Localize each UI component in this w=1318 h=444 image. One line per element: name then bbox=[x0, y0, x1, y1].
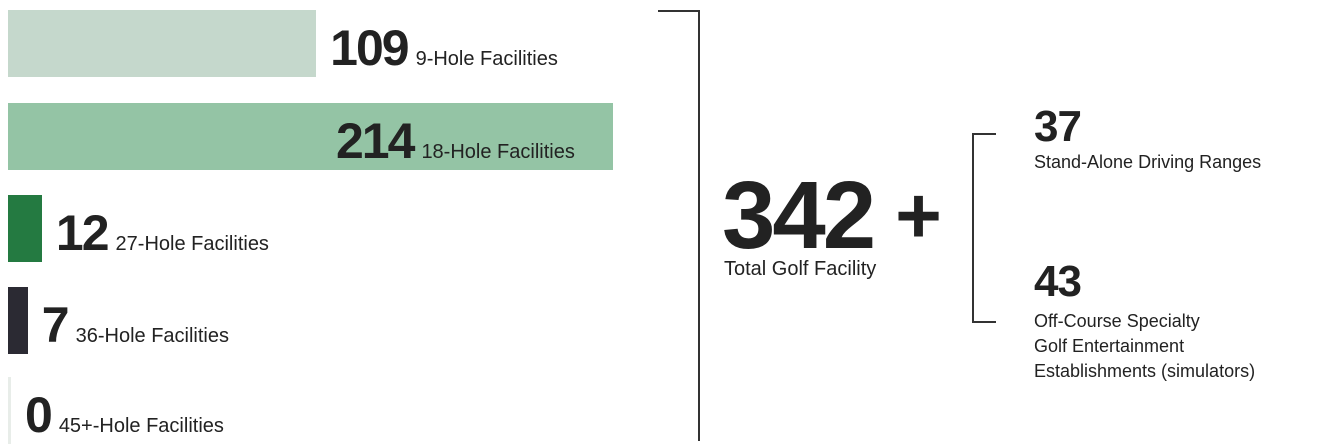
bar-value: 214 bbox=[336, 112, 415, 169]
total-block: 342 + Total Golf Facility bbox=[722, 168, 942, 281]
bar-category: 18-Hole Facilities bbox=[421, 140, 575, 163]
bar-label-2: 214 18-Hole Facilities bbox=[336, 112, 575, 170]
bar-category: 45+-Hole Facilities bbox=[58, 414, 224, 437]
bar-5 bbox=[8, 377, 11, 444]
bar-3 bbox=[8, 195, 42, 262]
simulators-value: 43 bbox=[1034, 257, 1082, 306]
total-label: Total Golf Facility bbox=[724, 258, 877, 280]
bar-value: 7 bbox=[41, 296, 70, 353]
bar-2 bbox=[8, 103, 613, 170]
simulators-label-line-2: Golf Entertainment bbox=[1034, 336, 1185, 356]
bar-label-1: 109 9-Hole Facilities bbox=[330, 19, 558, 77]
bar-category: 9-Hole Facilities bbox=[415, 47, 558, 70]
simulators-label-line-1: Off-Course Specialty bbox=[1034, 311, 1200, 331]
bar-label-4: 7 36-Hole Facilities bbox=[42, 296, 229, 354]
driving-ranges-label: Stand-Alone Driving Ranges bbox=[1034, 152, 1262, 172]
bar-category: 36-Hole Facilities bbox=[75, 324, 229, 347]
bracket-right-divider bbox=[972, 133, 996, 323]
bar-value: 0 bbox=[25, 386, 53, 443]
facility-bar-chart: 109 9-Hole Facilities 214 18-Hole Facilitie… bbox=[0, 0, 660, 444]
bar-label-5: 0 45+-Hole Facilities bbox=[25, 386, 224, 444]
bar-label-3: 12 27-Hole Facilities bbox=[56, 204, 269, 262]
bar-4 bbox=[8, 287, 28, 354]
bar-value: 109 bbox=[330, 19, 409, 76]
bar-value: 12 bbox=[55, 204, 110, 261]
bar-category: 27-Hole Facilities bbox=[115, 232, 269, 255]
total-value: 342 bbox=[722, 162, 876, 269]
driving-ranges-block: 37 Stand-Alone Driving Ranges bbox=[1034, 104, 1261, 175]
bar-1 bbox=[8, 10, 317, 77]
driving-ranges-value: 37 bbox=[1034, 102, 1082, 151]
bracket-left-divider bbox=[658, 10, 700, 441]
total-number: 342 + bbox=[722, 168, 942, 264]
simulators-block: 43 Off-Course Specialty Golf Entertainme… bbox=[1034, 259, 1255, 384]
plus-sign: + bbox=[895, 171, 942, 260]
simulators-label-line-3: Establishments (simulators) bbox=[1034, 361, 1256, 381]
